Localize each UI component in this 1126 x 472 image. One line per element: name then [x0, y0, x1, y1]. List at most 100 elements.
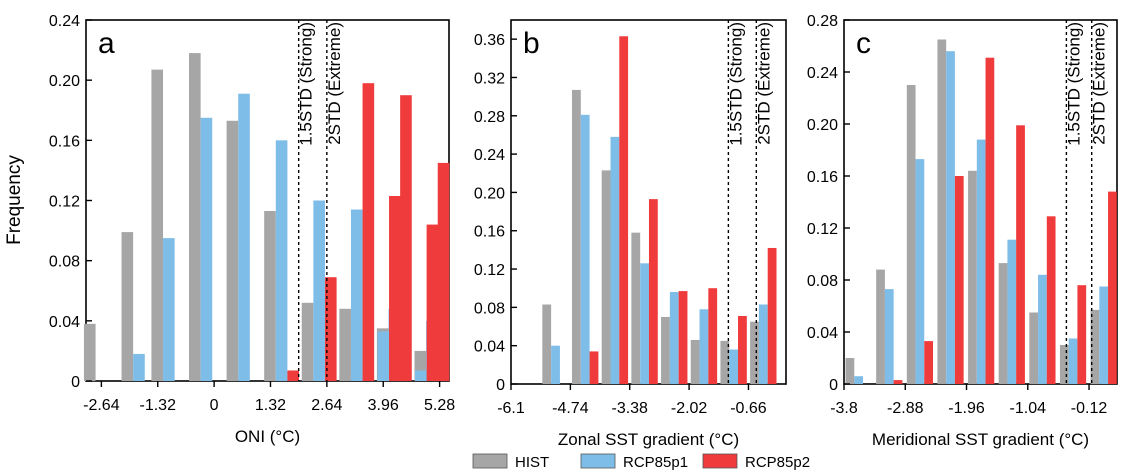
y-tick-label: 0.12 — [807, 221, 838, 238]
bar-HIST — [968, 170, 977, 384]
bar-RCP85p2 — [1016, 125, 1025, 385]
bar-RCP85p2 — [924, 341, 934, 384]
x-axis-label: Zonal SST gradient (°C) — [558, 430, 739, 449]
bar-RCP85p2 — [324, 277, 337, 381]
bar-RCP85p1 — [133, 353, 145, 381]
bar-RCP85p1 — [946, 51, 955, 384]
y-tick-label: 0.08 — [474, 300, 505, 317]
bar-RCP85p1 — [729, 349, 739, 384]
threshold-label: 2STD (Extreme) — [754, 22, 773, 145]
threshold-label: 1.5STD (Strong) — [1064, 22, 1083, 146]
panels: 1.5STD (Strong) 2STD (Extreme) 0 0.04 0.08 0.… — [49, 13, 1118, 449]
bar-RCP85p2 — [287, 370, 300, 381]
bar-HIST — [1059, 345, 1069, 384]
y-tick-label: 0.28 — [807, 13, 838, 30]
y-tick-label: 0.04 — [807, 325, 838, 342]
y-tick-label: 0.16 — [807, 169, 838, 186]
x-tick-label: -6.1 — [497, 400, 525, 417]
y-tick-label: 0.16 — [474, 224, 505, 241]
bar-RCP85p1 — [1068, 338, 1078, 384]
bar-RCP85p1 — [238, 93, 250, 382]
panel-label: c — [856, 27, 871, 60]
bar-HIST — [189, 53, 201, 381]
legend-swatch-RCP85p1 — [580, 453, 616, 469]
bar-HIST — [661, 316, 670, 384]
bar-HIST — [83, 323, 96, 381]
bar-RCP85p1 — [163, 238, 175, 381]
legend-swatch-RCP85p2 — [702, 453, 738, 469]
bar-RCP85p2 — [708, 288, 718, 384]
bar-RCP85p2 — [1046, 216, 1056, 384]
bar-RCP85p1 — [640, 263, 649, 384]
bar-HIST — [631, 232, 641, 384]
bar-RCP85p2 — [985, 57, 995, 384]
bar-RCP85p2 — [389, 195, 401, 381]
y-tick-label: 0.28 — [474, 109, 505, 126]
panel-b: 1.5STD (Strong) 2STD (Extreme) 0 0.04 0.08 0.… — [474, 19, 787, 449]
bar-RCP85p1 — [275, 140, 288, 381]
bar-RCP85p2 — [678, 291, 688, 384]
y-tick-label: 0.20 — [807, 117, 838, 134]
bar-HIST — [414, 350, 427, 381]
y-tick-label: 0.20 — [49, 73, 80, 90]
bar-RCP85p1 — [976, 139, 986, 384]
x-tick-label: -3.8 — [830, 400, 858, 417]
y-tick-label: 0.08 — [49, 254, 80, 271]
x-tick-label: -2.02 — [671, 400, 708, 417]
threshold-label: 1.5STD (Strong) — [726, 22, 745, 146]
bar-HIST — [690, 339, 700, 384]
bar-RCP85p1 — [200, 117, 213, 381]
bar-RCP85p1 — [669, 292, 679, 384]
bar-RCP85p2 — [400, 95, 412, 381]
bar-HIST — [264, 211, 276, 381]
bar-RCP85p1 — [580, 114, 590, 385]
y-tick-label: 0.24 — [474, 147, 505, 164]
bar-RCP85p2 — [648, 199, 658, 384]
x-tick-label: -1.96 — [948, 400, 985, 417]
bar-RCP85p1 — [1007, 239, 1017, 384]
bar-RCP85p2 — [362, 83, 375, 382]
threshold-label: 2STD (Extreme) — [1090, 22, 1109, 145]
bar-RCP85p1 — [699, 309, 709, 384]
legend-label-RCP85p1: RCP85p1 — [623, 454, 688, 471]
bar-RCP85p1 — [1099, 286, 1109, 384]
x-tick-label: 3.96 — [368, 397, 399, 414]
legend: HIST RCP85p1 RCP85p2 — [472, 453, 810, 471]
bar-HIST — [601, 170, 611, 384]
bar-HIST — [845, 358, 855, 384]
bar-HIST — [720, 340, 730, 384]
panel-label: a — [98, 27, 115, 60]
bar-RCP85p1 — [551, 345, 560, 384]
bar-RCP85p2 — [738, 315, 747, 384]
x-tick-label: -1.32 — [140, 397, 177, 414]
legend-label-RCP85p2: RCP85p2 — [745, 454, 810, 471]
y-tick-label: 0 — [71, 374, 80, 391]
x-tick-label: 2.64 — [311, 397, 342, 414]
y-axis-label: Frequency — [4, 155, 25, 245]
bar-HIST — [151, 69, 164, 381]
y-tick-label: 0.32 — [474, 70, 505, 87]
bar-RCP85p2 — [589, 351, 599, 384]
x-tick-label: -0.12 — [1071, 400, 1108, 417]
threshold-label: 1.5STD (Strong) — [297, 22, 316, 146]
x-tick-label: -2.88 — [887, 400, 924, 417]
bar-RCP85p1 — [610, 136, 620, 384]
bar-RCP85p1 — [854, 376, 864, 384]
bar-RCP85p2 — [954, 176, 964, 384]
bar-HIST — [572, 89, 581, 384]
bar-HIST — [1029, 312, 1039, 384]
bar-RCP85p1 — [415, 370, 427, 381]
bar-HIST — [906, 85, 916, 384]
y-tick-label: 0.12 — [474, 262, 505, 279]
bar-RCP85p1 — [915, 159, 925, 384]
x-tick-label: -3.38 — [611, 400, 648, 417]
bar-RCP85p1 — [313, 200, 325, 381]
bar-HIST — [301, 302, 314, 381]
bar-RCP85p1 — [1038, 274, 1047, 384]
y-tick-label: 0.36 — [474, 32, 505, 49]
bar-RCP85p2 — [1077, 285, 1087, 384]
x-tick-label: 5.28 — [424, 397, 455, 414]
x-tick-label: -0.66 — [730, 400, 767, 417]
bar-HIST — [339, 308, 351, 381]
